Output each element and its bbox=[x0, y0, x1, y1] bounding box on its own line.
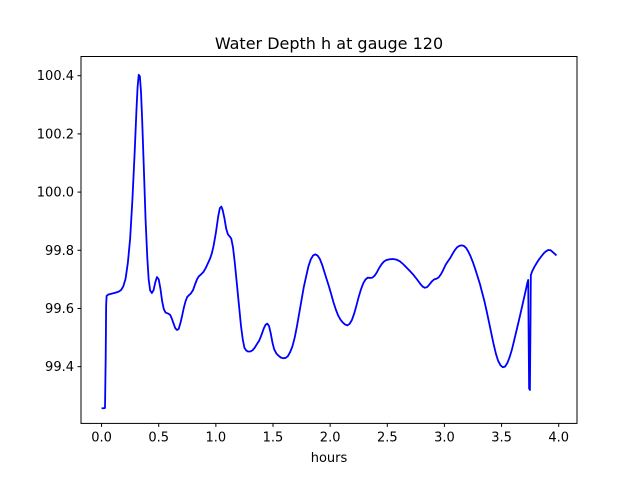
depth-line bbox=[101, 73, 558, 410]
axes-border bbox=[80, 56, 578, 424]
x-tick-label: 1.5 bbox=[263, 430, 284, 445]
x-tick-label: 3.0 bbox=[434, 430, 455, 445]
x-tick-label: 2.0 bbox=[320, 430, 341, 445]
x-tick-label: 0.5 bbox=[148, 430, 169, 445]
y-tick-label: 99.4 bbox=[45, 360, 74, 375]
x-tick-label: 4.0 bbox=[548, 430, 569, 445]
chart-title: Water Depth h at gauge 120 bbox=[214, 34, 444, 53]
x-tick-label: 2.5 bbox=[377, 430, 398, 445]
x-tick-label: 3.5 bbox=[491, 430, 512, 445]
x-axis-label: hours bbox=[310, 451, 348, 466]
x-tick-label: 1.0 bbox=[206, 430, 227, 445]
y-tick-label: 100.4 bbox=[37, 69, 74, 84]
y-tick-label: 100.0 bbox=[37, 186, 74, 201]
y-tick-label: 99.8 bbox=[45, 244, 74, 259]
y-tick-label: 99.6 bbox=[45, 302, 74, 317]
y-tick-label: 100.2 bbox=[37, 127, 74, 142]
x-tick-label: 0.0 bbox=[91, 430, 112, 445]
